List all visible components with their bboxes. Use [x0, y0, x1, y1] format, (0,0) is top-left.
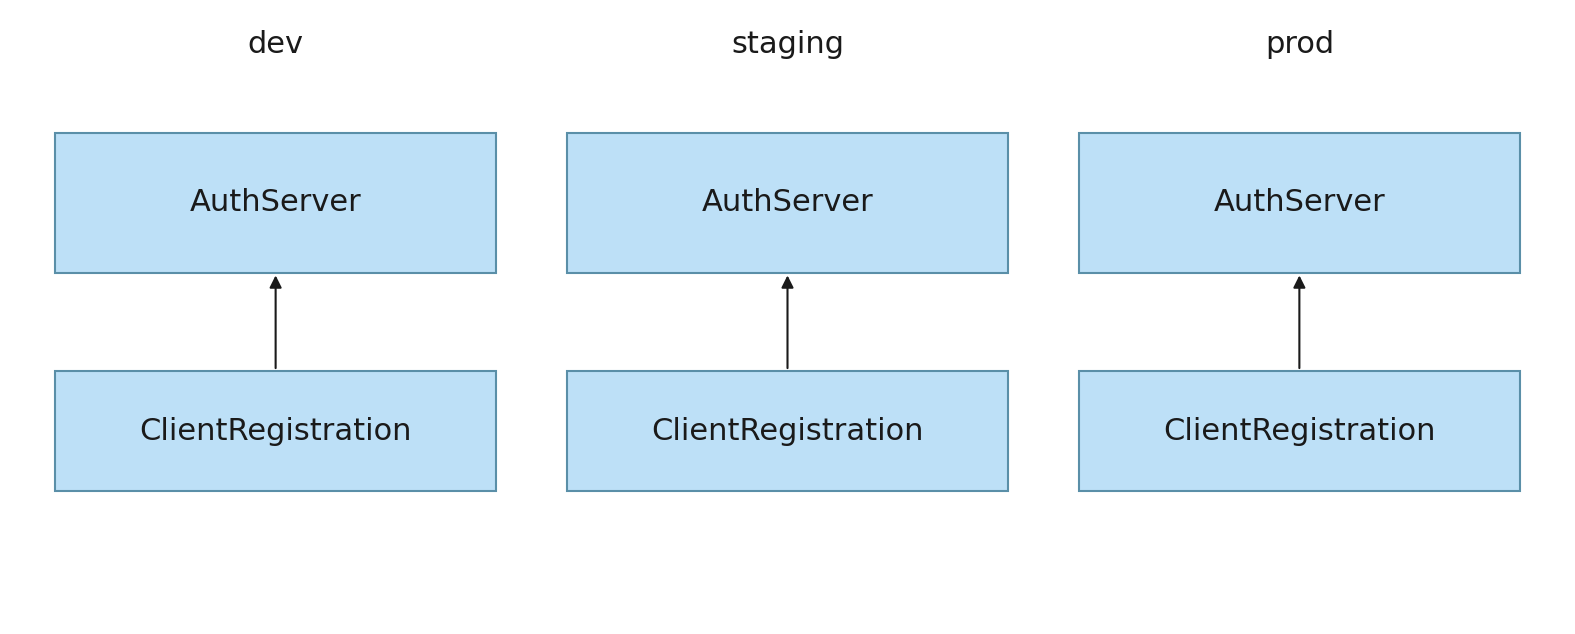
FancyBboxPatch shape [567, 371, 1008, 491]
FancyBboxPatch shape [567, 133, 1008, 273]
Text: dev: dev [247, 30, 304, 59]
Text: AuthServer: AuthServer [1213, 188, 1386, 217]
Text: ClientRegistration: ClientRegistration [1162, 417, 1436, 446]
Text: prod: prod [1265, 30, 1334, 59]
FancyBboxPatch shape [1079, 371, 1520, 491]
Text: AuthServer: AuthServer [701, 188, 874, 217]
Text: ClientRegistration: ClientRegistration [650, 417, 925, 446]
FancyBboxPatch shape [1079, 133, 1520, 273]
Text: ClientRegistration: ClientRegistration [139, 417, 413, 446]
Text: AuthServer: AuthServer [189, 188, 362, 217]
FancyBboxPatch shape [55, 371, 496, 491]
FancyBboxPatch shape [55, 133, 496, 273]
Text: staging: staging [731, 30, 844, 59]
